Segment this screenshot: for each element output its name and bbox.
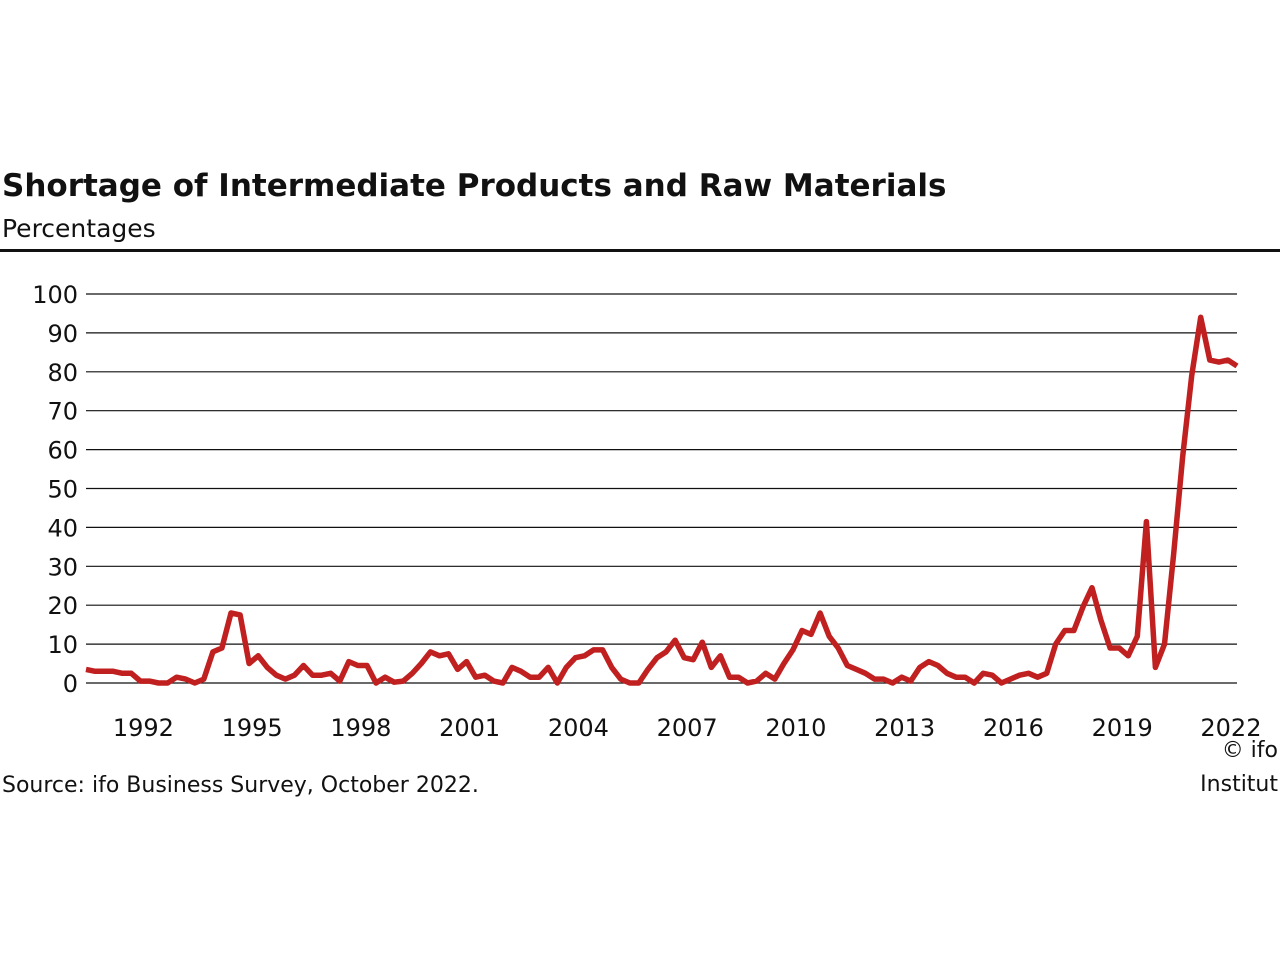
x-tick-label: 2022 <box>1200 714 1261 742</box>
y-tick-label: 20 <box>47 592 78 620</box>
y-tick-label: 40 <box>47 514 78 542</box>
y-tick-label: 80 <box>47 359 78 387</box>
x-tick-label: 2001 <box>439 714 500 742</box>
x-tick-label: 2007 <box>657 714 718 742</box>
x-tick-label: 1998 <box>330 714 391 742</box>
y-tick-label: 60 <box>47 437 78 465</box>
title-rule <box>0 249 1280 252</box>
x-tick-label: 2010 <box>765 714 826 742</box>
x-tick-label: 2013 <box>874 714 935 742</box>
x-tick-label: 2019 <box>1092 714 1153 742</box>
x-tick-label: 2016 <box>983 714 1044 742</box>
chart-subtitle: Percentages <box>2 214 156 243</box>
y-tick-label: 90 <box>47 320 78 348</box>
y-tick-label: 100 <box>32 281 78 309</box>
y-tick-label: 0 <box>63 670 78 698</box>
y-tick-label: 50 <box>47 476 78 504</box>
chart-title: Shortage of Intermediate Products and Ra… <box>2 168 946 204</box>
source-note: Source: ifo Business Survey, October 202… <box>2 773 479 798</box>
x-tick-label: 1992 <box>113 714 174 742</box>
x-tick-label: 2004 <box>548 714 609 742</box>
y-tick-label: 30 <box>47 553 78 581</box>
data-line <box>85 314 1239 686</box>
y-tick-label: 10 <box>47 631 78 659</box>
y-tick-label: 70 <box>47 398 78 426</box>
x-tick-label: 1995 <box>222 714 283 742</box>
credit: © ifo Institut <box>1200 738 1278 797</box>
